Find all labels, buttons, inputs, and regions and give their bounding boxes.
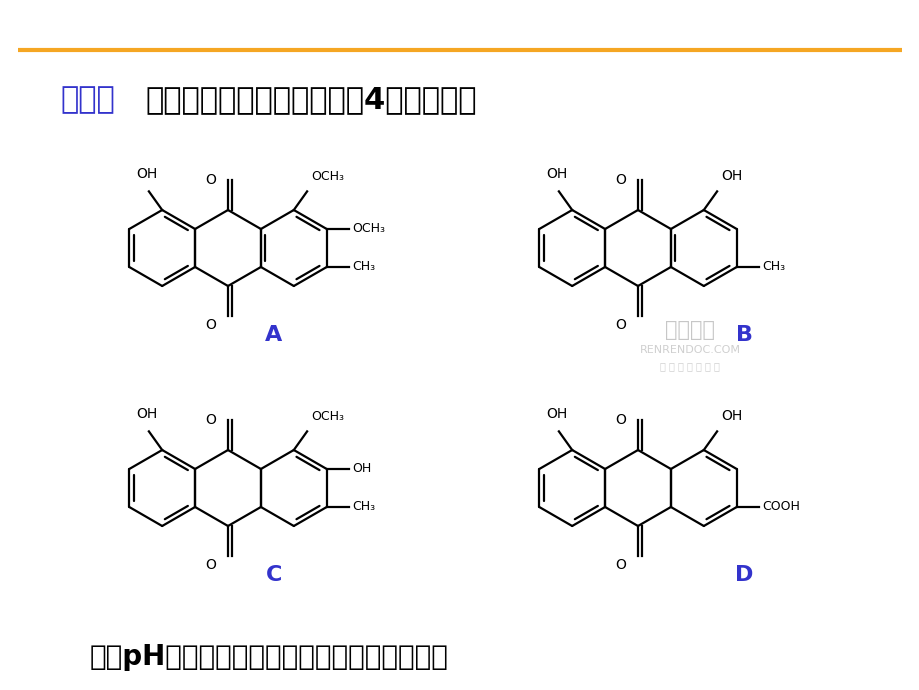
Text: OCH₃: OCH₃ <box>311 411 344 424</box>
Text: OH: OH <box>352 462 371 475</box>
Text: 采用pH梯度萃取法对其进行分离的流程如下：: 采用pH梯度萃取法对其进行分离的流程如下： <box>90 643 448 671</box>
Text: OH: OH <box>136 168 157 181</box>
Text: 萱草提取物中主要含有下面4种化合物。: 萱草提取物中主要含有下面4种化合物。 <box>145 85 476 114</box>
Text: OCH₃: OCH₃ <box>352 222 385 235</box>
Text: O: O <box>205 413 216 426</box>
Text: O: O <box>615 558 625 573</box>
Text: CH₃: CH₃ <box>352 261 375 273</box>
Text: D: D <box>734 565 753 585</box>
Text: RENRENDOC.COM: RENRENDOC.COM <box>639 345 740 355</box>
Text: O: O <box>615 318 625 333</box>
Text: OH: OH <box>720 409 742 424</box>
Text: O: O <box>615 172 625 186</box>
Text: 例如：: 例如： <box>60 85 115 114</box>
Text: CH₃: CH₃ <box>762 261 785 273</box>
Text: OCH₃: OCH₃ <box>311 170 344 184</box>
Text: O: O <box>205 172 216 186</box>
Text: O: O <box>615 413 625 426</box>
Text: OH: OH <box>720 169 742 184</box>
Text: C: C <box>265 565 281 585</box>
Text: O: O <box>205 318 216 333</box>
Text: 人人文库: 人人文库 <box>664 320 714 340</box>
Text: COOH: COOH <box>762 500 800 513</box>
Text: OH: OH <box>546 407 567 422</box>
Text: 下 载 高 清 无 水 印: 下 载 高 清 无 水 印 <box>659 361 720 371</box>
Text: OH: OH <box>136 407 157 422</box>
Text: O: O <box>205 558 216 573</box>
Text: B: B <box>735 326 752 346</box>
Text: OH: OH <box>546 168 567 181</box>
Text: CH₃: CH₃ <box>352 500 375 513</box>
Text: A: A <box>265 326 282 346</box>
